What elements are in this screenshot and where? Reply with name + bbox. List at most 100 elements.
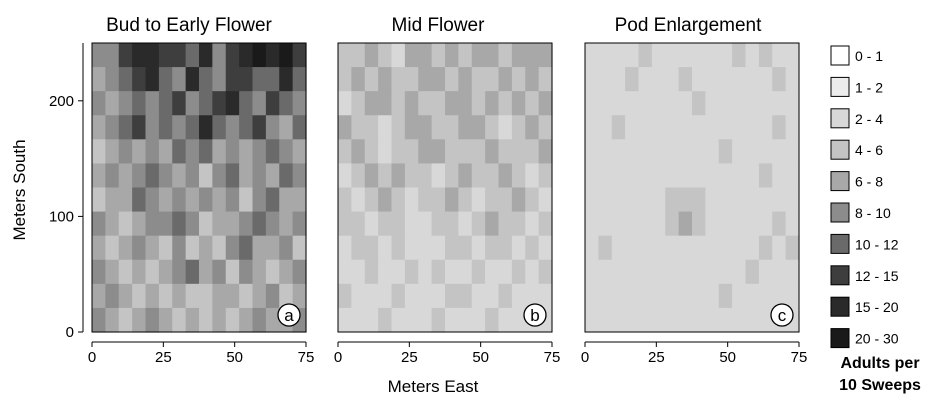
- heat-cell: [525, 283, 540, 309]
- heat-cell: [364, 307, 379, 333]
- heat-cell: [485, 307, 500, 333]
- heat-cell: [625, 115, 640, 140]
- heat-cell: [378, 163, 393, 189]
- heat-cell: [431, 163, 446, 189]
- heat-cell: [445, 163, 459, 189]
- heat-cell: [158, 139, 173, 165]
- heat-cell: [391, 307, 406, 333]
- legend-swatch: [830, 171, 850, 192]
- marker-circle: [770, 303, 794, 327]
- heat-cell: [378, 187, 393, 213]
- heat-cell: [705, 139, 720, 165]
- heat-cell: [338, 283, 352, 309]
- heat-cell: [404, 163, 419, 189]
- heat-cell: [511, 235, 526, 261]
- heat-cell: [199, 235, 213, 261]
- heat-cell: [511, 211, 526, 237]
- axes: 0 25 50 75 0 25 50 75 0 25 50 75 0 100 200: [49, 43, 807, 366]
- heat-cell: [418, 211, 433, 237]
- heat-cell: [292, 67, 307, 92]
- heat-cell: [471, 307, 486, 333]
- heat-cell: [732, 139, 747, 165]
- heat-cell: [225, 139, 240, 165]
- heat-cell: [418, 259, 433, 285]
- heat-cell: [538, 139, 553, 165]
- heat-cell: [92, 283, 106, 309]
- heat-cell: [445, 187, 459, 213]
- heat-cell: [292, 259, 307, 285]
- heat-cell: [665, 211, 680, 237]
- heat-cell: [338, 67, 352, 92]
- heat-cell: [525, 235, 540, 261]
- heat-cell: [692, 187, 706, 213]
- heat-cell: [172, 163, 187, 189]
- heat-cell: [498, 67, 513, 92]
- heat-cell: [105, 259, 120, 285]
- y-axis-label: Meters South: [10, 139, 29, 240]
- heat-cell: [212, 283, 227, 309]
- heat-cell: [252, 91, 267, 116]
- heat-cell: [292, 187, 307, 213]
- heat-cell: [598, 163, 613, 189]
- heat-cell: [745, 259, 760, 285]
- marker-circle: [523, 303, 547, 327]
- heat-cell: [678, 115, 693, 140]
- heat-cell: [458, 259, 473, 285]
- x-tick-label: 50: [226, 349, 243, 366]
- heat-cell: [638, 115, 653, 140]
- heat-cell: [225, 187, 240, 213]
- heat-cell: [404, 307, 419, 333]
- x-tick-label: 50: [472, 349, 489, 366]
- heat-cell: [598, 187, 613, 213]
- heat-cell: [172, 307, 187, 333]
- legend-label: 2 - 4: [855, 111, 883, 127]
- heat-cell: [279, 283, 294, 309]
- heat-cell: [279, 187, 294, 213]
- x-tick-label: 75: [544, 349, 561, 366]
- heat-cell: [364, 115, 379, 140]
- heat-cell: [105, 163, 120, 189]
- heat-cell: [212, 235, 227, 261]
- heat-cell: [678, 307, 693, 333]
- legend-label: 1 - 2: [855, 79, 883, 95]
- heat-cell: [92, 235, 106, 261]
- heat-cell: [458, 235, 473, 261]
- heat-cell: [678, 67, 693, 92]
- heat-cell: [772, 67, 787, 92]
- legend-label: 8 - 10: [855, 205, 891, 221]
- heat-cell: [172, 187, 187, 213]
- heat-cell: [445, 43, 459, 68]
- heat-cell: [511, 91, 526, 116]
- legend-label: 4 - 6: [855, 142, 883, 158]
- heat-cell: [212, 139, 227, 165]
- heat-cell: [212, 307, 227, 333]
- heat-cell: [185, 307, 200, 333]
- heat-cell: [718, 259, 733, 285]
- heat-cell: [92, 211, 106, 237]
- heat-cell: [239, 235, 254, 261]
- heat-cell: [458, 307, 473, 333]
- heat-cell: [132, 163, 147, 189]
- heat-cell: [732, 91, 747, 116]
- heat-cell: [772, 187, 787, 213]
- heat-cell: [471, 67, 486, 92]
- heat-cell: [158, 235, 173, 261]
- heat-cell: [225, 235, 240, 261]
- heat-cell: [485, 67, 500, 92]
- heat-cell: [471, 187, 486, 213]
- heat-cell: [351, 43, 366, 68]
- heat-cell: [351, 235, 366, 261]
- heat-cell: [611, 139, 626, 165]
- heat-cell: [665, 283, 680, 309]
- heat-cell: [252, 139, 267, 165]
- heat-cell: [638, 139, 653, 165]
- heat-cell: [265, 91, 280, 116]
- heat-cell: [625, 67, 640, 92]
- heat-cell: [292, 283, 307, 309]
- heat-cell: [132, 211, 147, 237]
- heat-cell: [172, 139, 187, 165]
- heat-cell: [92, 139, 106, 165]
- heat-cell: [145, 43, 160, 68]
- heat-cell: [431, 139, 446, 165]
- heat-cell: [351, 115, 366, 140]
